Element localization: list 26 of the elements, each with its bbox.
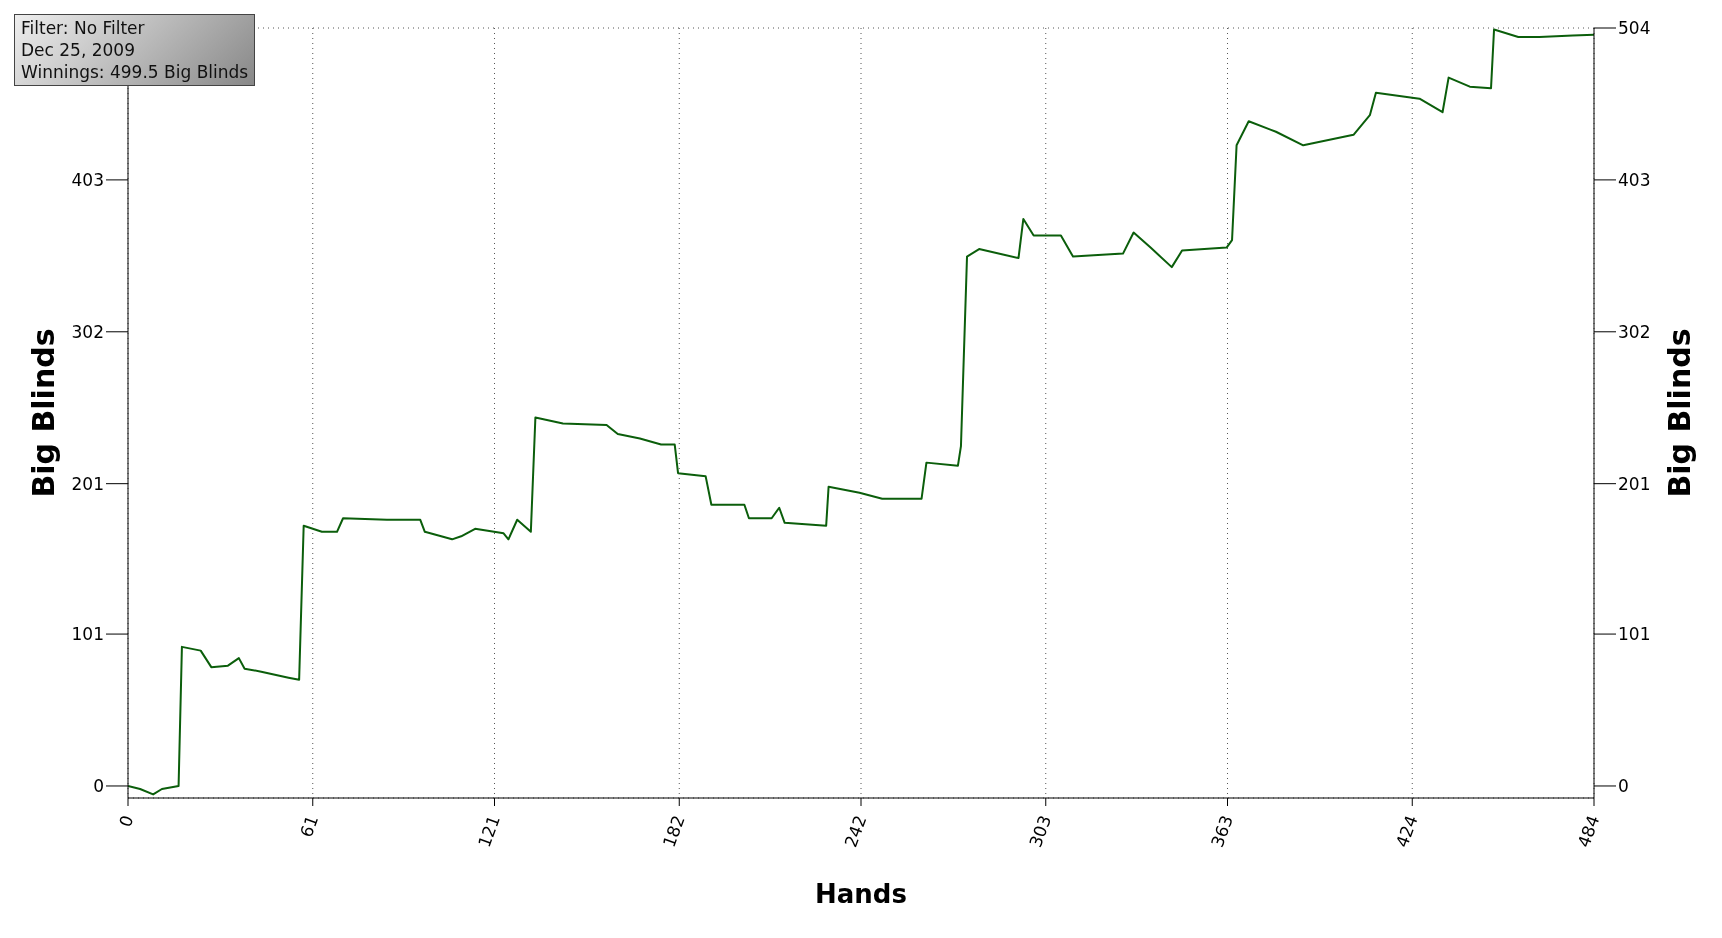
y2-tick-label: 403	[1618, 169, 1651, 190]
annotation: Filter: No Filter	[21, 17, 146, 39]
x-tick-label: 303	[1025, 812, 1056, 850]
x-tick-label: 182	[658, 812, 689, 850]
y2-tick-label: 0	[1618, 776, 1629, 796]
x-axis-title: Hands	[815, 879, 907, 909]
y2-tick-label: 302	[1618, 321, 1651, 342]
y-tick-label: 0	[93, 776, 104, 796]
y2-axis-title: Big Blinds	[1661, 328, 1697, 498]
y-tick-label: 302	[71, 321, 104, 342]
x-tick-label: 61	[295, 812, 323, 840]
x-tick-label: 424	[1391, 812, 1422, 850]
x-tick-label: 121	[474, 812, 504, 850]
y2-tick-label: 101	[1618, 624, 1651, 645]
x-tick-label: 484	[1573, 812, 1604, 850]
y2-tick-label: 504	[1618, 18, 1651, 39]
x-tick-label: 0	[114, 812, 138, 830]
y-tick-label: 403	[71, 169, 104, 190]
annotation: Winnings: 499.5 Big Blinds	[21, 61, 249, 83]
annotation: Dec 25, 2009	[21, 39, 136, 61]
y2-tick-label: 201	[1618, 473, 1651, 494]
y-tick-label: 201	[71, 473, 104, 494]
y-axis-title: Big Blinds	[25, 328, 61, 498]
y-tick-label: 101	[71, 624, 104, 645]
x-tick-label: 242	[840, 812, 871, 850]
x-tick-label: 363	[1207, 812, 1237, 850]
